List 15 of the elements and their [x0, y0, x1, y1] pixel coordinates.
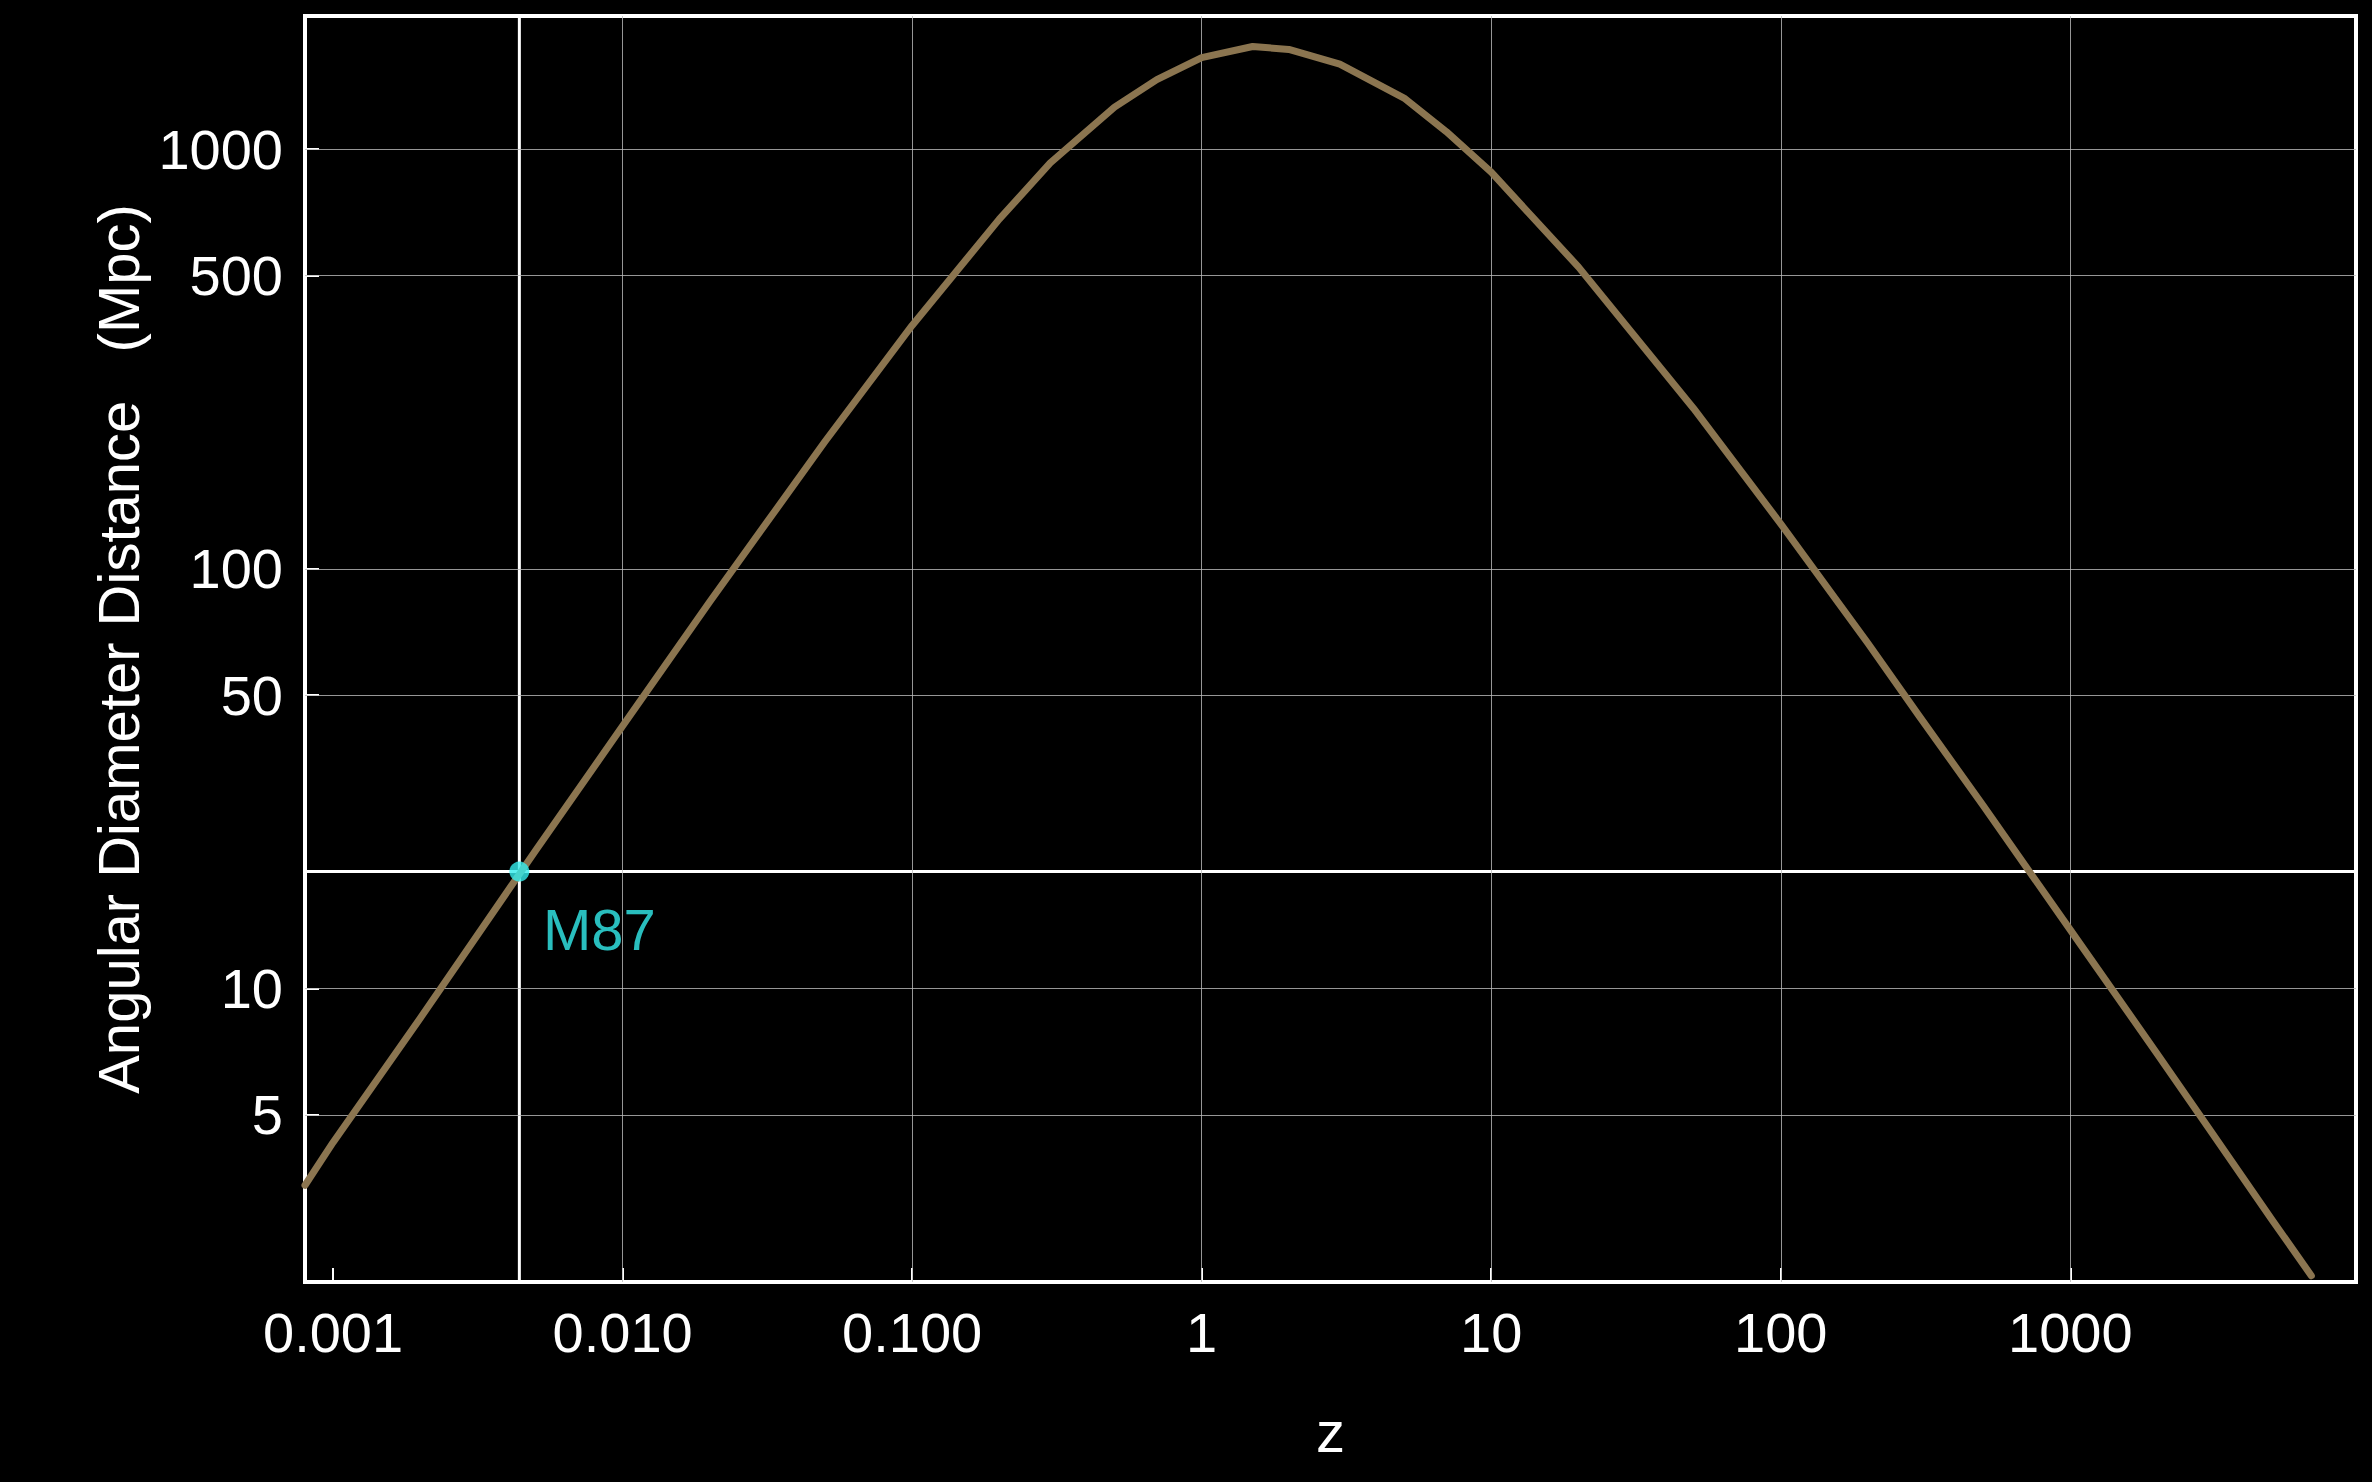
- y-tick-label: 1000: [158, 117, 283, 181]
- x-tick-label: 10: [1460, 1300, 1523, 1364]
- x-tick-label: 1000: [2008, 1300, 2133, 1364]
- y-tick-label: 5: [251, 1083, 283, 1147]
- y-axis-title: Angular Diameter Distance (Mpc): [86, 204, 152, 1094]
- x-tick-label: 0.100: [842, 1300, 983, 1364]
- x-tick-label: 1: [1186, 1300, 1218, 1364]
- y-tick-label: 10: [220, 957, 283, 1021]
- x-tick-label: 0.001: [262, 1300, 404, 1364]
- x-tick-label: 100: [1734, 1300, 1828, 1364]
- x-tick-label: 0.010: [552, 1300, 693, 1364]
- y-tick-label: 100: [189, 537, 283, 601]
- y-tick-label: 500: [189, 243, 283, 307]
- x-axis-title: z: [1316, 1398, 1345, 1464]
- y-tick-label: 50: [220, 663, 283, 727]
